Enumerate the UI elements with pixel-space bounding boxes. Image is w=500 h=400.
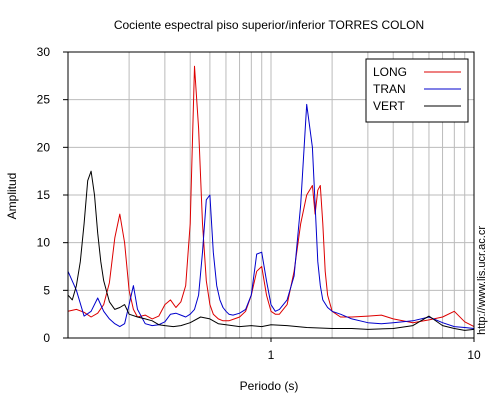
chart-title: Cociente espectral piso superior/inferio… [114, 18, 424, 32]
y-tick-label: 15 [37, 188, 51, 202]
legend-label-vert: VERT [373, 99, 405, 113]
series-line-vert [67, 170, 475, 331]
x-axis-ticks: 1 10 [268, 338, 481, 362]
legend-label-long: LONG [373, 65, 407, 79]
x-axis-label: Periodo (s) [240, 379, 299, 393]
y-axis-label: Amplitud [5, 173, 19, 220]
series-line-tran [67, 103, 475, 329]
y-tick-label: 30 [37, 45, 51, 59]
legend-box [365, 58, 469, 123]
y-axis-ticks: 0 5 10 15 20 25 30 [37, 45, 68, 345]
x-tick-label: 1 [268, 348, 275, 362]
grid-lines [67, 51, 474, 339]
watermark-url: http://www.lis.ucr.ac.cr [476, 226, 488, 335]
legend: LONG TRAN VERT [365, 58, 469, 123]
series-line-long [67, 65, 475, 328]
y-tick-label: 0 [43, 331, 50, 345]
y-tick-label: 25 [37, 93, 51, 107]
legend-items: LONG TRAN VERT [373, 65, 461, 113]
y-tick-label: 20 [37, 140, 51, 154]
series-layer [67, 65, 475, 331]
x-tick-label: 10 [467, 348, 481, 362]
y-tick-label: 5 [43, 283, 50, 297]
legend-label-tran: TRAN [373, 82, 406, 96]
y-tick-label: 10 [37, 236, 51, 250]
